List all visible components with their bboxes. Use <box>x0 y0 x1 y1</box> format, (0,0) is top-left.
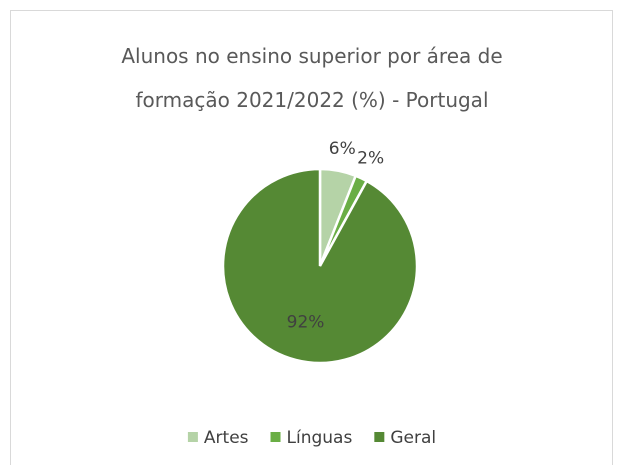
data-label: 6% <box>329 139 356 159</box>
legend-marker <box>374 432 385 442</box>
legend-marker <box>187 432 198 442</box>
legend-label: Artes <box>204 428 249 448</box>
chart-frame <box>10 10 613 465</box>
chart-title: Alunos no ensino superior por área de fo… <box>121 44 503 112</box>
data-label: 92% <box>287 312 325 332</box>
legend-label: Línguas <box>287 428 353 448</box>
legend-label: Geral <box>390 428 436 448</box>
data-label: 2% <box>357 148 384 168</box>
pie-slice <box>221 167 419 365</box>
legend-marker <box>270 432 281 442</box>
